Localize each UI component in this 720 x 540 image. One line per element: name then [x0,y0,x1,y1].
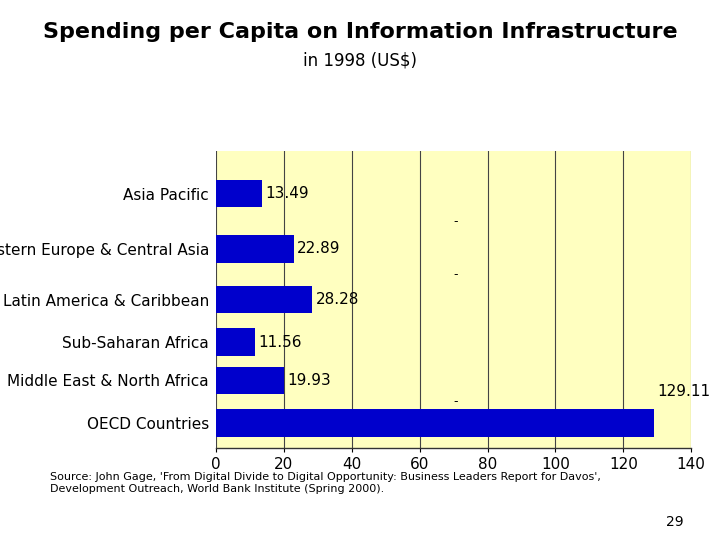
Bar [216,235,294,262]
Text: 19.93: 19.93 [287,373,330,388]
Text: 13.49: 13.49 [265,186,309,201]
Text: 28.28: 28.28 [315,292,359,307]
Bar [216,409,654,436]
Text: 11.56: 11.56 [258,335,302,349]
Text: -: - [454,215,458,228]
Bar [216,286,312,314]
Text: 129.11: 129.11 [657,384,711,400]
Text: in 1998 (US$): in 1998 (US$) [303,51,417,69]
Bar [216,328,255,356]
Text: Source: John Gage, 'From Digital Divide to Digital Opportunity: Business Leaders: Source: John Gage, 'From Digital Divide … [50,472,601,494]
Text: -: - [454,395,458,408]
Text: -: - [454,268,458,281]
Text: 22.89: 22.89 [297,241,341,256]
Bar [216,367,284,394]
Bar [216,180,262,207]
Text: 29: 29 [667,515,684,529]
Text: Spending per Capita on Information Infrastructure: Spending per Capita on Information Infra… [42,22,678,42]
